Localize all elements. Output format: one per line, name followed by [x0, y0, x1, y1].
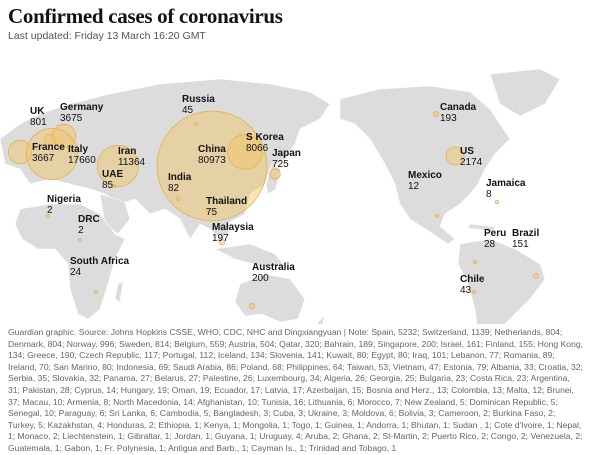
place-name: Nigeria — [47, 194, 81, 205]
place-name: Italy — [68, 144, 88, 155]
place-value: 801 — [30, 117, 47, 128]
place-value: 82 — [168, 183, 180, 194]
case-bubble — [193, 122, 198, 127]
place-name: DRC — [78, 214, 100, 225]
case-bubble — [46, 213, 51, 218]
land — [0, 68, 561, 324]
place-value: 3675 — [60, 113, 83, 124]
place-value: 2 — [78, 225, 84, 236]
case-bubble — [434, 213, 439, 218]
place-name: Thailand — [206, 196, 247, 207]
place-value: 45 — [182, 105, 194, 116]
place-name: South Africa — [70, 256, 130, 267]
place-name: S Korea — [246, 132, 284, 143]
place-value: 12 — [408, 181, 420, 192]
place-name: Chile — [460, 274, 485, 285]
place-name: Canada — [440, 102, 477, 113]
case-bubble — [111, 183, 117, 189]
place-value: 725 — [272, 159, 289, 170]
case-bubble — [471, 289, 476, 294]
case-bubble — [97, 145, 139, 187]
place-name: Iran — [118, 146, 136, 157]
place-value: 80973 — [198, 155, 226, 166]
case-bubble — [7, 139, 33, 165]
bubbles — [7, 110, 539, 310]
case-bubble — [227, 134, 263, 170]
place-name: Mexico — [408, 170, 442, 181]
place-name: US — [460, 146, 474, 157]
place-value: 200 — [252, 273, 269, 284]
case-bubble — [51, 123, 77, 149]
place-value: 43 — [460, 285, 472, 296]
place-value: 28 — [484, 239, 496, 250]
case-bubble — [94, 289, 99, 294]
case-bubble — [156, 110, 268, 222]
place-name: UAE — [102, 169, 123, 180]
case-bubble — [445, 146, 465, 166]
place-value: 11364 — [118, 157, 146, 168]
case-bubble — [269, 168, 281, 180]
place-name: France — [32, 142, 65, 153]
place-name: China — [198, 144, 226, 155]
place-value: 193 — [440, 113, 457, 124]
case-bubble — [205, 207, 211, 213]
place-name: Australia — [252, 262, 295, 273]
place-name: India — [168, 172, 192, 183]
place-value: 75 — [206, 207, 218, 218]
subtitle: Last updated: Friday 13 March 16:20 GMT — [8, 30, 206, 42]
case-bubble — [494, 199, 499, 204]
place-name: UK — [30, 106, 45, 117]
place-value: 8066 — [246, 143, 269, 154]
place-value: 24 — [70, 267, 82, 278]
case-bubble — [533, 273, 539, 279]
place-name: Malaysia — [212, 222, 254, 233]
place-name: Russia — [182, 94, 215, 105]
place-value: 2 — [47, 205, 53, 216]
title: Confirmed cases of coronavirus — [8, 4, 283, 28]
place-name: Germany — [60, 102, 104, 113]
page: {"title": "Confirmed cases of coronaviru… — [0, 4, 584, 453]
case-bubble — [175, 196, 181, 202]
case-bubble — [472, 259, 477, 264]
case-bubble — [25, 127, 79, 181]
place-value: 3667 — [32, 153, 55, 164]
place-name: Brazil — [512, 228, 539, 239]
place-value: 2174 — [460, 157, 483, 168]
place-value: 197 — [212, 233, 229, 244]
case-bubble — [248, 302, 256, 310]
place-value: 17660 — [68, 155, 96, 166]
place-value: 8 — [486, 189, 492, 200]
place-value: 151 — [512, 239, 529, 250]
footnote: Guardian graphic. Source: Johns Hopkins … — [8, 327, 584, 453]
place-name: Peru — [484, 228, 506, 239]
case-bubble — [218, 238, 226, 246]
place-name: Jamaica — [486, 178, 526, 189]
case-bubble — [78, 237, 83, 242]
case-bubble — [432, 110, 440, 118]
place-value: 85 — [102, 180, 114, 191]
place-name: Japan — [272, 148, 301, 159]
